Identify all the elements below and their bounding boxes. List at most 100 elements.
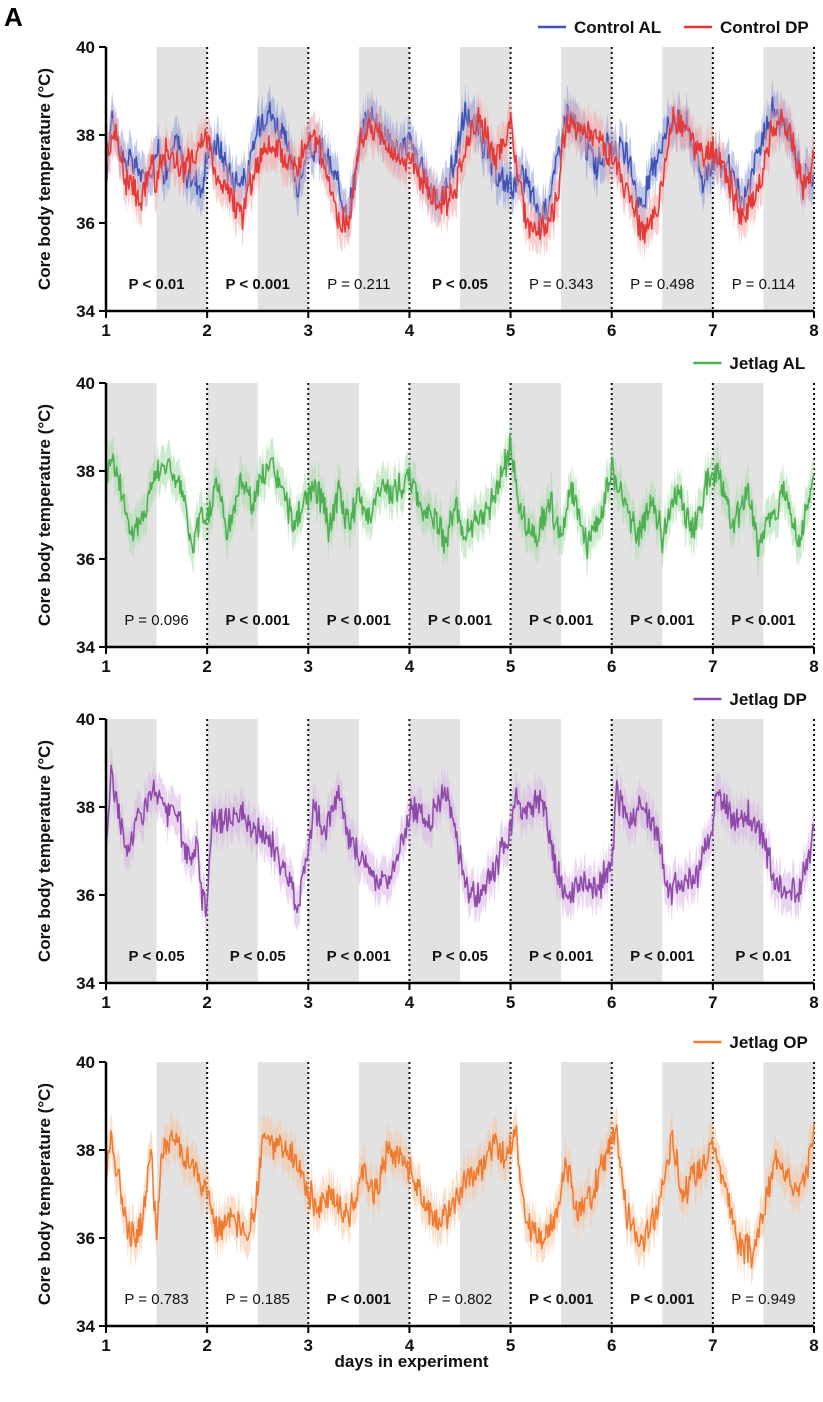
y-axis-label: Core body temperature (°C) <box>35 740 54 962</box>
dark-phase-band <box>257 1062 309 1326</box>
y-tick-label: 40 <box>76 38 95 57</box>
y-tick-label: 34 <box>76 974 95 993</box>
p-value-label: P < 0.001 <box>529 1291 593 1308</box>
p-value-label: P = 0.185 <box>226 1291 290 1308</box>
x-tick-label: 7 <box>708 657 717 676</box>
dark-phase-band <box>460 1062 511 1326</box>
x-tick-label: 1 <box>101 321 110 340</box>
y-tick-label: 36 <box>76 550 95 569</box>
p-value-label: P < 0.001 <box>529 612 593 629</box>
y-tick-label: 38 <box>76 798 95 817</box>
y-axis-label: Core body temperature (°C) <box>35 404 54 626</box>
x-tick-label: 7 <box>708 1336 717 1355</box>
x-tick-label: 4 <box>405 321 415 340</box>
dark-phase-band <box>611 719 663 983</box>
dark-phase-band <box>712 719 764 983</box>
dark-phase-band <box>409 719 460 983</box>
p-value-label: P < 0.001 <box>327 612 391 629</box>
p-value-label: P < 0.001 <box>731 612 795 629</box>
x-tick-label: 7 <box>708 993 717 1012</box>
x-axis-label: days in experiment <box>334 1352 489 1371</box>
legend-label: Jetlag OP <box>729 1033 807 1052</box>
x-tick-label: 8 <box>809 1336 818 1355</box>
x-tick-label: 2 <box>202 657 211 676</box>
x-tick-label: 8 <box>809 321 818 340</box>
x-tick-label: 5 <box>506 657 515 676</box>
y-tick-label: 40 <box>76 374 95 393</box>
panel-letter: A <box>4 2 23 32</box>
x-tick-label: 6 <box>607 657 616 676</box>
series-line <box>105 1123 815 1269</box>
y-tick-label: 40 <box>76 710 95 729</box>
x-tick-label: 4 <box>405 1336 415 1355</box>
legend-label: Control AL <box>574 18 661 37</box>
y-tick-label: 36 <box>76 1229 95 1248</box>
y-tick-label: 40 <box>76 1053 95 1072</box>
x-tick-label: 4 <box>405 657 415 676</box>
p-value-label: P = 0.783 <box>124 1291 188 1308</box>
x-tick-label: 1 <box>101 993 110 1012</box>
p-value-label: P < 0.001 <box>226 612 290 629</box>
p-value-label: P < 0.01 <box>129 276 185 293</box>
y-tick-label: 34 <box>76 302 95 321</box>
series-line <box>105 433 815 560</box>
dark-phase-band <box>358 47 410 311</box>
x-tick-label: 5 <box>506 321 515 340</box>
y-tick-label: 38 <box>76 1141 95 1160</box>
x-tick-label: 3 <box>304 1336 313 1355</box>
x-tick-label: 8 <box>809 993 818 1012</box>
legend-label: Jetlag DP <box>729 690 806 709</box>
x-tick-label: 5 <box>506 1336 515 1355</box>
p-value-label: P < 0.001 <box>630 612 694 629</box>
p-value-label: P < 0.05 <box>432 948 488 965</box>
p-value-label: P < 0.001 <box>226 276 290 293</box>
sem-band <box>106 745 814 937</box>
p-value-label: P = 0.096 <box>124 612 188 629</box>
x-tick-label: 5 <box>506 993 515 1012</box>
y-axis-label: Core body temperature (°C) <box>35 68 54 290</box>
x-tick-label: 6 <box>607 321 616 340</box>
dark-phase-band <box>207 719 258 983</box>
series-line <box>105 106 815 244</box>
series-line <box>105 764 815 918</box>
x-tick-label: 2 <box>202 321 211 340</box>
x-tick-label: 6 <box>607 993 616 1012</box>
x-tick-label: 8 <box>809 657 818 676</box>
y-axis-label: Core body temperature (°C) <box>35 1083 54 1305</box>
x-tick-label: 2 <box>202 1336 211 1355</box>
y-tick-label: 34 <box>76 638 95 657</box>
legend-label: Control DP <box>720 18 809 37</box>
x-tick-label: 3 <box>304 657 313 676</box>
p-value-label: P < 0.01 <box>735 948 791 965</box>
x-tick-label: 6 <box>607 1336 616 1355</box>
dark-phase-band <box>106 383 157 647</box>
p-value-label: P < 0.05 <box>129 948 185 965</box>
y-tick-label: 36 <box>76 886 95 905</box>
x-tick-label: 3 <box>304 321 313 340</box>
p-value-label: P = 0.343 <box>529 276 593 293</box>
x-tick-label: 7 <box>708 321 717 340</box>
x-tick-label: 2 <box>202 993 211 1012</box>
p-value-label: P = 0.949 <box>731 1291 795 1308</box>
p-value-label: P < 0.001 <box>327 948 391 965</box>
p-value-label: P = 0.211 <box>327 276 390 293</box>
y-tick-label: 36 <box>76 214 95 233</box>
p-value-label: P < 0.05 <box>230 948 286 965</box>
p-value-label: P < 0.05 <box>432 276 488 293</box>
y-tick-label: 38 <box>76 462 95 481</box>
y-tick-label: 34 <box>76 1317 95 1336</box>
p-value-label: P = 0.498 <box>630 276 694 293</box>
p-value-label: P < 0.001 <box>529 948 593 965</box>
y-tick-label: 38 <box>76 126 95 145</box>
p-value-label: P < 0.001 <box>630 1291 694 1308</box>
p-value-label: P < 0.001 <box>630 948 694 965</box>
x-tick-label: 3 <box>304 993 313 1012</box>
x-tick-label: 1 <box>101 657 110 676</box>
p-value-label: P = 0.802 <box>428 1291 492 1308</box>
x-tick-label: 1 <box>101 1336 110 1355</box>
